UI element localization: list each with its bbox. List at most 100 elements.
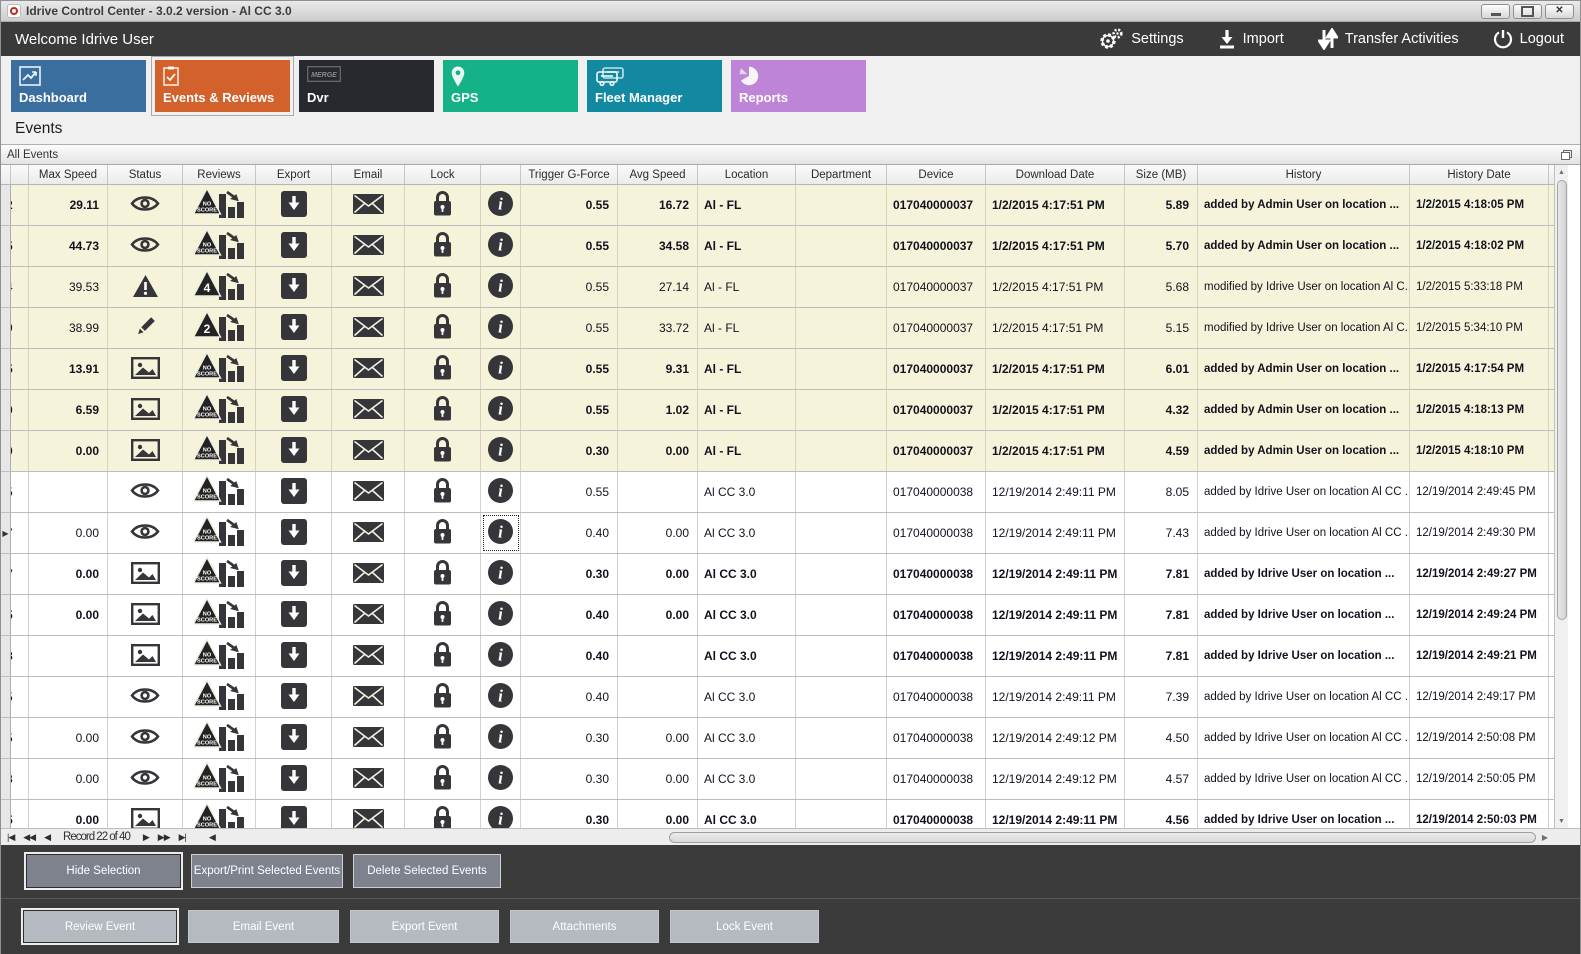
reviews-cell[interactable]: NO SCORE	[183, 718, 256, 758]
reviews-cell[interactable]: NO SCORE	[183, 800, 256, 828]
fast-next-button[interactable]: ▶▶	[157, 831, 171, 842]
tab-fleet-manager[interactable]: Fleet Manager	[587, 60, 722, 112]
lock-cell[interactable]	[405, 308, 481, 348]
lock-cell[interactable]	[405, 226, 481, 266]
tab-gps[interactable]: GPS	[443, 60, 578, 112]
lock-cell[interactable]	[405, 636, 481, 676]
email-cell[interactable]	[332, 472, 405, 512]
email-event-button[interactable]: Email Event	[188, 910, 339, 943]
reviews-cell[interactable]: NO SCORE	[183, 636, 256, 676]
reviews-cell[interactable]: NO SCORE	[183, 185, 256, 225]
column-header-avg-speed[interactable]: Avg Speed	[618, 165, 698, 184]
export-cell[interactable]	[256, 554, 332, 594]
info-cell[interactable]: i	[481, 431, 521, 471]
row-indicator-gutter[interactable]	[1, 267, 11, 307]
column-header-device[interactable]: Device	[887, 165, 986, 184]
vertical-scrollbar[interactable]: ▲ ▼	[1554, 165, 1568, 828]
row-indicator-gutter[interactable]	[1, 677, 11, 717]
row-indicator-gutter[interactable]	[1, 718, 11, 758]
status-cell[interactable]	[108, 308, 183, 348]
export-cell[interactable]	[256, 390, 332, 430]
column-header-department[interactable]: Department	[796, 165, 887, 184]
transfer-activities-button[interactable]: Transfer Activities	[1317, 28, 1459, 50]
column-header-max-speed[interactable]: Max Speed	[29, 165, 108, 184]
info-cell[interactable]: i	[481, 554, 521, 594]
info-cell[interactable]: i	[481, 718, 521, 758]
export-event-button[interactable]: Export Event	[350, 910, 499, 943]
column-header-email[interactable]: Email	[332, 165, 405, 184]
reviews-cell[interactable]: NO SCORE	[183, 513, 256, 553]
status-cell[interactable]	[108, 595, 183, 635]
column-header-reviews[interactable]: Reviews	[183, 165, 256, 184]
prev-record-button[interactable]: ◀	[44, 831, 51, 842]
lock-cell[interactable]	[405, 431, 481, 471]
row-indicator-gutter[interactable]	[1, 349, 11, 389]
email-cell[interactable]	[332, 595, 405, 635]
next-record-button[interactable]: ▶	[142, 831, 150, 842]
delete-selected-events-button[interactable]: Delete Selected Events	[353, 854, 501, 888]
last-record-button[interactable]: ▶|	[178, 831, 187, 842]
email-cell[interactable]	[332, 677, 405, 717]
row-indicator-gutter[interactable]	[1, 800, 11, 828]
email-cell[interactable]	[332, 226, 405, 266]
hscroll-right-arrow-icon[interactable]: ▶	[1541, 833, 1548, 842]
export-cell[interactable]	[256, 800, 332, 828]
export-print-selected-events-button[interactable]: Export/Print Selected Events	[191, 854, 343, 888]
lock-cell[interactable]	[405, 349, 481, 389]
scroll-up-arrow-icon[interactable]: ▲	[1558, 168, 1565, 176]
scroll-down-arrow-icon[interactable]: ▼	[1558, 817, 1565, 825]
export-cell[interactable]	[256, 472, 332, 512]
email-cell[interactable]	[332, 800, 405, 828]
status-cell[interactable]	[108, 472, 183, 512]
email-cell[interactable]	[332, 267, 405, 307]
lock-cell[interactable]	[405, 390, 481, 430]
column-header-lock[interactable]: Lock	[405, 165, 481, 184]
reviews-cell[interactable]: NO SCORE	[183, 349, 256, 389]
row-indicator-gutter[interactable]	[1, 554, 11, 594]
logout-button[interactable]: Logout	[1493, 29, 1564, 50]
status-cell[interactable]	[108, 636, 183, 676]
tab-dashboard[interactable]: Dashboard	[11, 60, 146, 112]
lock-cell[interactable]	[405, 595, 481, 635]
reviews-cell[interactable]: NO SCORE	[183, 390, 256, 430]
reviews-cell[interactable]: NO SCORE	[183, 554, 256, 594]
import-button[interactable]: Import	[1218, 29, 1284, 49]
lock-cell[interactable]	[405, 513, 481, 553]
review-event-button[interactable]: Review Event	[23, 910, 177, 943]
settings-button[interactable]: Settings	[1098, 28, 1184, 50]
lock-cell[interactable]	[405, 800, 481, 828]
status-cell[interactable]	[108, 349, 183, 389]
info-cell[interactable]: i	[481, 677, 521, 717]
export-cell[interactable]	[256, 349, 332, 389]
horizontal-scroll-thumb[interactable]	[669, 832, 1536, 843]
status-cell[interactable]	[108, 677, 183, 717]
export-cell[interactable]	[256, 267, 332, 307]
first-record-button[interactable]: |◀	[7, 831, 15, 842]
export-cell[interactable]	[256, 759, 332, 799]
info-cell[interactable]: i	[481, 800, 521, 828]
row-indicator-gutter[interactable]	[1, 431, 11, 471]
info-cell[interactable]: i	[481, 308, 521, 348]
column-header-export[interactable]: Export	[256, 165, 332, 184]
email-cell[interactable]	[332, 308, 405, 348]
email-cell[interactable]	[332, 554, 405, 594]
hide-selection-button[interactable]: Hide Selection	[26, 854, 181, 888]
status-cell[interactable]	[108, 513, 183, 553]
row-indicator-gutter[interactable]: ▶	[1, 513, 11, 553]
email-cell[interactable]	[332, 349, 405, 389]
email-cell[interactable]	[332, 513, 405, 553]
email-cell[interactable]	[332, 759, 405, 799]
close-button[interactable]	[1545, 3, 1574, 19]
column-header-location[interactable]: Location	[698, 165, 796, 184]
lock-event-button[interactable]: Lock Event	[670, 910, 819, 943]
vertical-scroll-thumb[interactable]	[1556, 180, 1567, 620]
status-cell[interactable]	[108, 185, 183, 225]
fast-prev-button[interactable]: ◀◀	[23, 831, 36, 842]
email-cell[interactable]	[332, 636, 405, 676]
